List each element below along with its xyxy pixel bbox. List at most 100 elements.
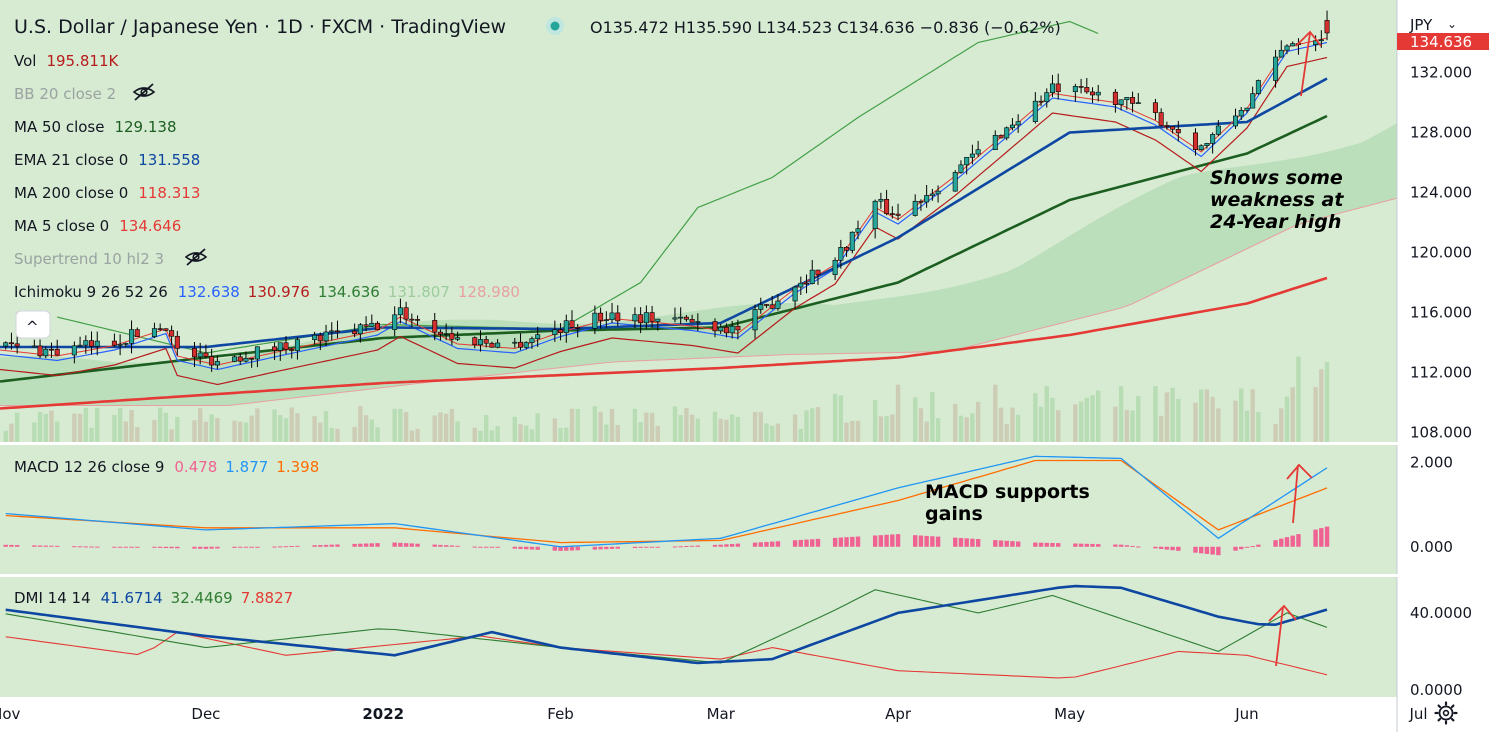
candle-body [884, 198, 890, 214]
time-axis-panel[interactable] [0, 697, 1489, 732]
volume-bar [455, 421, 460, 442]
macd-histogram-bar [438, 544, 443, 547]
price-annotation: Shows some weakness at 24-Year high [1210, 167, 1350, 233]
bb-label[interactable]: BB 20 close 2 [14, 85, 116, 103]
volume-bar [1010, 407, 1015, 442]
candle-body [432, 320, 438, 333]
macd-histogram-bar [895, 534, 901, 547]
volume-bar [735, 416, 741, 442]
volume-bar [318, 422, 323, 442]
candle-body [672, 317, 678, 320]
macd-histogram-bar [1290, 535, 1295, 547]
candles[interactable] [3, 10, 1330, 372]
candle-body [1084, 87, 1090, 93]
volume-bar [478, 430, 483, 442]
candle-body [649, 312, 655, 322]
candle-body [31, 345, 37, 348]
volume-bar [815, 407, 821, 442]
candle-body [929, 193, 935, 196]
candle-body [809, 269, 815, 284]
volume-bar [43, 413, 48, 442]
candle-body [1250, 93, 1256, 109]
macd-histogram-bar [3, 544, 8, 547]
macd-histogram-bar [1038, 542, 1044, 547]
price-tick-label: 124.000 [1410, 184, 1472, 202]
vol-label: Vol [14, 52, 36, 70]
macd-histogram-bar [232, 546, 237, 548]
macd-histogram-bar [712, 544, 718, 547]
macd-histogram-bar [1319, 528, 1324, 547]
macd-histogram-bar [1273, 540, 1278, 547]
candle-body [1324, 20, 1330, 34]
volume-bar [209, 414, 214, 442]
macd-histogram-bar [278, 546, 283, 548]
ichimoku-cloud-area [0, 97, 1442, 406]
ema21-label: EMA 21 close 0 [14, 151, 128, 169]
macd-histogram-bar [1124, 545, 1130, 547]
candle-body [1135, 102, 1141, 104]
volume-bar [55, 421, 60, 442]
volume-bar [695, 418, 701, 442]
candle-body [1124, 97, 1130, 101]
macd-histogram-bar [752, 542, 758, 547]
candle-body [203, 352, 209, 357]
candle-body [277, 342, 283, 351]
macd-histogram-bar [1130, 545, 1135, 547]
macd-annotation: MACD supports gains [925, 481, 1096, 525]
volume-bar [72, 413, 77, 442]
currency-label[interactable]: JPY [1409, 16, 1433, 34]
dmi-pane[interactable] [5, 584, 1328, 679]
macd-histogram-bar [318, 545, 323, 547]
macd-histogram-bar [729, 543, 735, 547]
eye-hidden-icon[interactable] [132, 83, 156, 101]
candle-body [523, 342, 529, 348]
macd-histogram-bar [403, 543, 409, 547]
macd-histogram-bar [192, 546, 197, 549]
volume-bar [672, 406, 678, 442]
candle-body [758, 304, 764, 310]
volume-bar [192, 420, 197, 442]
macd-pane[interactable] [3, 455, 1330, 556]
ichimoku-cloud [0, 97, 1442, 406]
candle-body [89, 340, 95, 347]
collapse-legend-button[interactable]: ^ [15, 310, 51, 339]
macd-histogram-bar [289, 545, 294, 547]
macd-histogram-bar [844, 537, 849, 547]
eye-hidden-icon[interactable] [184, 248, 208, 266]
macd-histogram-bar [198, 546, 203, 549]
ma5-value: 134.646 [119, 217, 181, 235]
candle-body [214, 361, 220, 366]
macd-histogram-bar [890, 534, 895, 547]
price-axis-panel[interactable] [1397, 0, 1489, 732]
symbol-title[interactable]: U.S. Dollar / Japanese Yen · 1D · FXCM ·… [14, 16, 506, 38]
candle-body [964, 157, 970, 166]
candle-body [918, 200, 924, 203]
volume-bar [895, 384, 901, 442]
time-tick-label: Nov [0, 705, 20, 723]
macd-histogram-bar [1033, 542, 1038, 547]
macd-histogram-bar [358, 543, 363, 547]
volume-bar [913, 397, 918, 442]
volume-bar [489, 430, 495, 442]
chevron-down-icon[interactable]: ⌄ [1447, 17, 1457, 31]
volume-bar [283, 418, 289, 442]
candle-body [1210, 134, 1216, 144]
settings-gear-icon[interactable] [1434, 701, 1458, 725]
macd-histogram-bar [249, 546, 254, 548]
candle-body [798, 282, 804, 288]
supertrend-label[interactable]: Supertrend 10 hl2 3 [14, 250, 164, 268]
candle-body [1015, 121, 1021, 126]
candle-body [323, 331, 329, 342]
volume-bar [1033, 393, 1038, 442]
volume-bar [1313, 387, 1318, 442]
macd-histogram-bar [592, 546, 598, 550]
macd-histogram-bar [1244, 546, 1250, 548]
volume-bar [312, 416, 317, 442]
macd-histogram-bar [672, 546, 678, 548]
macd-histogram-bar [255, 546, 260, 548]
volume-bar [369, 419, 374, 442]
candle-body [518, 341, 524, 348]
dmi-plus-line [5, 589, 1328, 664]
macd-histogram-bar [1078, 543, 1084, 547]
